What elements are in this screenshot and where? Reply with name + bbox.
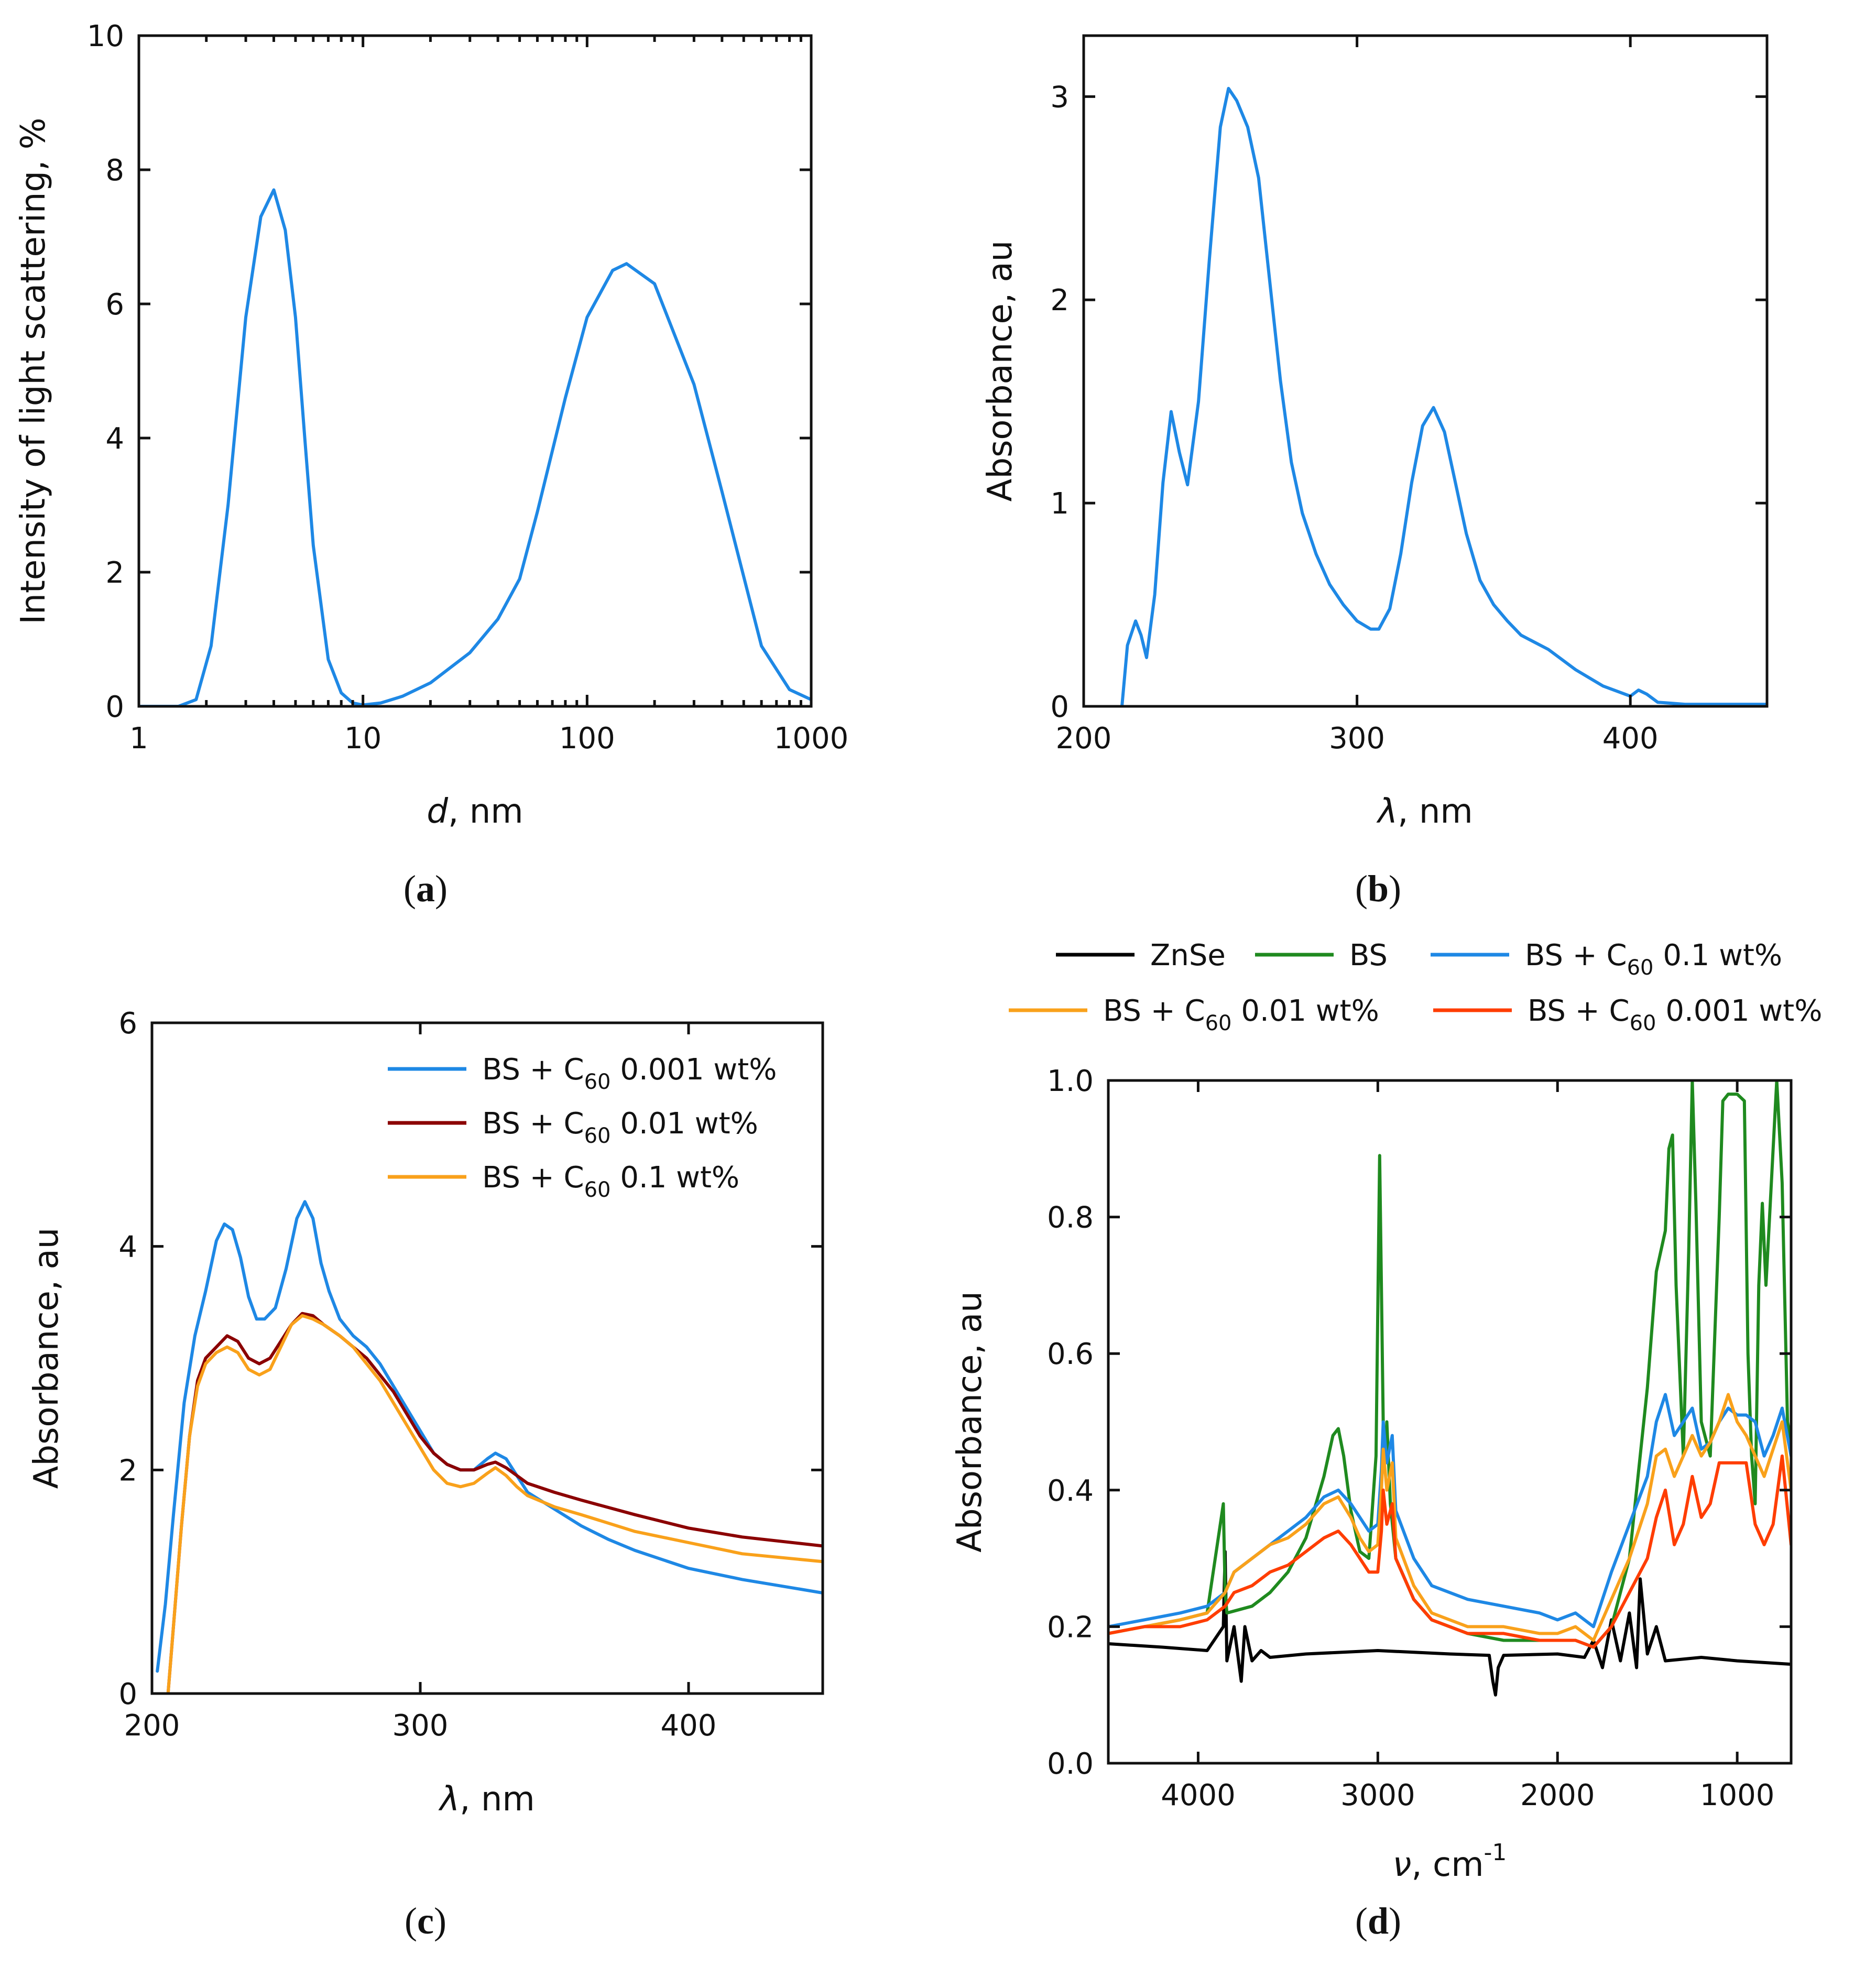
plot-frame-c [150, 1021, 824, 1695]
x-tick-label-a: 1 [129, 722, 148, 756]
y-tick-label-d: 0.0 [1047, 1747, 1094, 1781]
legend-label-d: BS [1349, 938, 1388, 973]
plot-frame-d [1107, 1079, 1793, 1765]
y-tick-label-b: 0 [1050, 690, 1069, 724]
y-tick-label-d: 1.0 [1047, 1064, 1094, 1098]
y-tick-label-a: 2 [105, 556, 124, 590]
y-tick-label-d: 0.4 [1047, 1474, 1094, 1508]
plot-frame-b [1082, 34, 1769, 708]
panel-a-intensity-chart: 1 10 100 1000 0 2 4 6 8 10 d, nm Intensity of light… [14, 19, 848, 910]
x-tick-label-b: 200 [1056, 722, 1112, 756]
x-tick-label-c: 400 [661, 1709, 717, 1743]
x-tick-label-a: 1000 [774, 722, 849, 756]
x-tick-label-a: 10 [344, 722, 381, 756]
x-tick-label-d: 4000 [1161, 1778, 1236, 1812]
panel-d-ir-spectrum-chart: 4000 3000 2000 1000 0.0 0.2 0.4 0.6 0.8 1.0 ν, cm-… [951, 938, 1822, 1942]
legend-label-c: BS + C60 0.1 wt% [482, 1161, 739, 1202]
series-line-a-0 [139, 188, 811, 706]
x-tick-label-d: 1000 [1700, 1778, 1775, 1812]
y-tick-label-c: 4 [118, 1230, 137, 1264]
series-line-d-4 [1108, 1454, 1791, 1649]
x-axis-title-b: λ, nm [1376, 792, 1473, 831]
panel-caption-c: (c) [405, 1900, 446, 1942]
x-tick-label-c: 300 [392, 1709, 449, 1743]
y-tick-label-b: 2 [1050, 283, 1069, 318]
y-tick-label-c: 2 [118, 1454, 137, 1488]
y-tick-label-a: 0 [105, 690, 124, 724]
legend-label-c: BS + C60 0.01 wt% [482, 1107, 758, 1148]
legend-label-d: BS + C60 0.001 wt% [1528, 994, 1822, 1035]
x-tick-label-d: 3000 [1340, 1778, 1415, 1812]
legend-label-d: BS + C60 0.1 wt% [1525, 938, 1782, 980]
series-line-c-0 [156, 1200, 823, 1673]
series-line-d-1 [1108, 1080, 1791, 1649]
y-tick-label-d: 0.8 [1047, 1201, 1094, 1235]
y-axis-title-d: Absorbance, au [951, 1291, 989, 1553]
panel-caption-d: (d) [1355, 1900, 1401, 1942]
x-axis-title-c: λ, nm [438, 1780, 535, 1819]
panel-b-absorbance-chart: 200 300 400 0 1 2 3 λ, nm Absorbance, au (b) [981, 34, 1769, 910]
x-axis-title-a: d, nm [427, 792, 523, 831]
series-line-d-0 [1108, 1550, 1791, 1697]
y-axis-title-a: Intensity of light scattering, % [14, 117, 53, 624]
y-tick-label-b: 3 [1050, 80, 1069, 114]
x-tick-label-c: 200 [124, 1709, 180, 1743]
y-tick-label-a: 6 [105, 288, 124, 322]
x-tick-label-b: 300 [1329, 722, 1385, 756]
y-axis-title-b: Absorbance, au [981, 241, 1020, 502]
panel-caption-a: (a) [403, 868, 448, 910]
y-axis-title-c: Absorbance, au [27, 1228, 66, 1489]
y-tick-label-a: 4 [105, 422, 124, 456]
y-tick-label-c: 0 [118, 1677, 137, 1711]
series-line-c-2 [166, 1314, 823, 1694]
legend-label-d: BS + C60 0.01 wt% [1103, 994, 1379, 1035]
x-tick-label-d: 2000 [1520, 1778, 1595, 1812]
series-line-c-1 [166, 1312, 823, 1694]
plot-frame-a [137, 34, 813, 708]
panel-c-absorbance-chart: 200 300 400 0 2 4 6 λ, nm Absorbance, au (c) BS + … [27, 1007, 824, 1942]
x-axis-title-d: ν, cm-1 [1393, 1839, 1507, 1884]
y-tick-label-c: 6 [118, 1007, 137, 1041]
y-tick-label-a: 8 [105, 154, 124, 188]
y-tick-label-d: 0.6 [1047, 1337, 1094, 1371]
y-tick-label-a: 10 [87, 19, 124, 53]
series-line-d-3 [1108, 1393, 1791, 1642]
x-tick-label-b: 400 [1602, 722, 1659, 756]
panel-caption-b: (b) [1355, 868, 1401, 910]
y-tick-label-d: 0.2 [1047, 1610, 1094, 1644]
y-tick-label-b: 1 [1050, 487, 1069, 521]
series-line-b-0 [1120, 86, 1767, 706]
legend-label-d: ZnSe [1150, 938, 1226, 973]
x-tick-label-a: 100 [559, 722, 615, 756]
legend-label-c: BS + C60 0.001 wt% [482, 1053, 777, 1094]
